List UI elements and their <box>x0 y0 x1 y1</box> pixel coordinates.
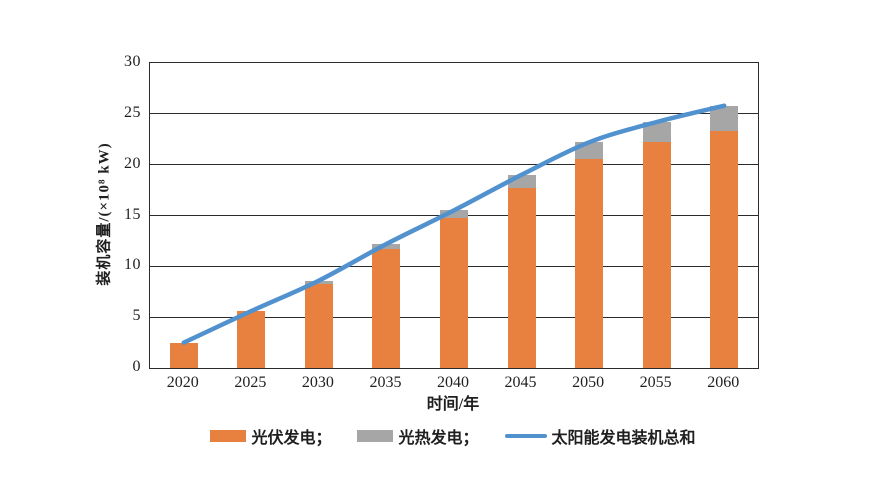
legend-item-pv: 光伏发电； <box>210 424 331 448</box>
legend-label-total: 太阳能发电装机总和 <box>551 430 696 447</box>
total-line-path <box>181 103 727 345</box>
bar-segment-pv <box>237 311 266 368</box>
x-tick-label: 2030 <box>301 374 334 391</box>
y-tick-label: 5 <box>132 307 141 325</box>
x-tick-label: 2025 <box>234 374 267 391</box>
bar-segment-csp <box>642 121 671 143</box>
bar-segment-pv <box>169 342 198 368</box>
legend-label-csp: 光热发电； <box>398 430 479 447</box>
x-axis-ticks: 2020 2025 2030 2035 2040 2045 2050 2055 2060 <box>149 374 757 396</box>
legend: 光伏发电； 光热发电； 太阳能发电装机总和 <box>149 424 757 448</box>
x-tick-label: 2055 <box>639 374 672 391</box>
y-tick-label: 10 <box>124 256 141 274</box>
y-tick-label: 30 <box>124 53 141 70</box>
pv-bar-swatch <box>210 430 247 442</box>
gridline <box>150 164 758 166</box>
legend-item-csp: 光热发电； <box>357 424 479 448</box>
gridline <box>150 113 758 115</box>
y-tick-label: 0 <box>132 358 141 375</box>
x-axis-title: 时间/年 <box>426 396 480 413</box>
x-tick-label: 2040 <box>437 374 469 391</box>
bar-segment-pv <box>507 188 536 368</box>
bar-segment-pv <box>372 249 401 368</box>
bar-segment-csp <box>372 243 401 250</box>
bar-segment-csp <box>440 210 468 218</box>
x-tick-label: 2050 <box>572 374 605 391</box>
bar-segment-pv <box>642 142 671 368</box>
y-tick-label: 25 <box>124 103 141 121</box>
legend-label-pv: 光伏发电； <box>251 430 332 447</box>
bar-segment-pv <box>575 158 604 368</box>
plot-area <box>149 62 759 369</box>
y-tick-label: 20 <box>124 154 141 172</box>
bar-segment-pv <box>304 283 333 368</box>
csp-bar-swatch <box>357 430 394 442</box>
y-tick-label: 15 <box>124 205 141 223</box>
legend-item-total: 太阳能发电装机总和 <box>504 424 696 448</box>
y-axis-ticks: 0 5 10 15 20 25 30 <box>0 53 141 375</box>
total-line <box>181 103 727 345</box>
x-tick-label: 2035 <box>369 374 402 391</box>
x-tick-label: 2060 <box>707 374 740 391</box>
bar-segment-pv <box>710 131 739 368</box>
x-tick-label: 2045 <box>504 374 537 391</box>
total-line-swatch <box>504 434 547 438</box>
x-tick-label: 2020 <box>166 374 199 391</box>
bar-segment-pv <box>440 217 468 368</box>
